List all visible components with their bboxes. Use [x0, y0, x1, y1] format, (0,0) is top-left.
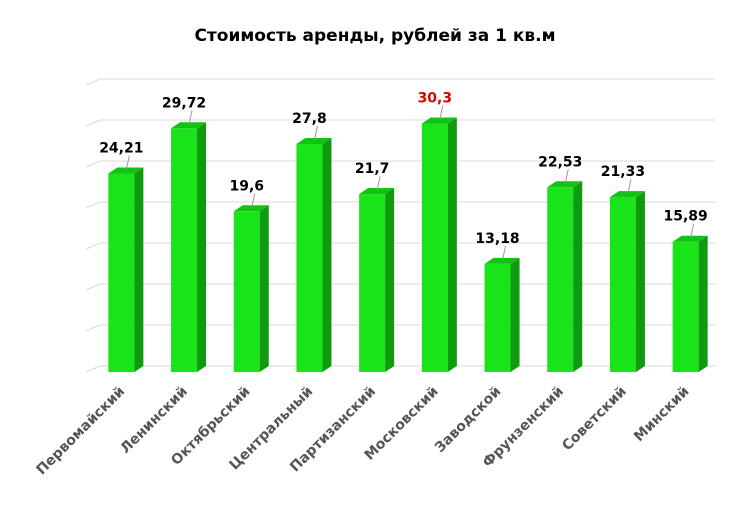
- bar-top: [484, 257, 520, 264]
- bar-top: [547, 181, 583, 188]
- grid-line: [85, 283, 101, 291]
- bar-top: [421, 117, 457, 124]
- bars: [108, 117, 708, 373]
- data-labels: 24,21 29,72 19,6 27,8 21,7 30,3 13,18 22,53 21,3…: [99, 91, 708, 261]
- bar-front: [233, 211, 260, 372]
- grid-line: [85, 119, 101, 127]
- grid-line: [85, 324, 101, 332]
- bar-top: [609, 191, 645, 198]
- bar-2: [171, 122, 207, 373]
- bar-top: [108, 167, 144, 174]
- bar-top: [171, 122, 207, 129]
- bar-5: [359, 188, 395, 372]
- bar-side: [698, 235, 708, 372]
- grid-line: [85, 201, 101, 209]
- data-label: 21,33: [601, 164, 645, 180]
- label-leader-line: [690, 223, 695, 238]
- data-label: 30,3: [418, 91, 453, 107]
- bar-10: [672, 235, 708, 372]
- bar-front: [484, 263, 511, 372]
- data-label: 13,18: [475, 231, 519, 247]
- x-tick-label: Первомайский: [34, 384, 129, 479]
- bar-front: [609, 197, 636, 372]
- grid-line: [85, 160, 101, 168]
- grid-line: [85, 242, 101, 250]
- data-label: 29,72: [162, 95, 206, 111]
- bar-front: [296, 144, 323, 372]
- data-label: 24,21: [99, 140, 143, 156]
- label-leader-line: [627, 178, 632, 194]
- bar-side: [259, 205, 269, 372]
- bar-3: [233, 205, 269, 372]
- bar-front: [171, 128, 198, 372]
- bar-1: [108, 167, 144, 372]
- label-leader-line: [125, 155, 130, 170]
- bar-9: [609, 191, 645, 372]
- bar-7: [484, 257, 520, 372]
- label-leader-line: [502, 245, 507, 261]
- bar-4: [296, 138, 332, 372]
- bar-8: [547, 181, 583, 372]
- bar-front: [547, 187, 574, 372]
- x-tick-label: Советский: [559, 384, 630, 455]
- x-tick-label: Минский: [631, 384, 692, 445]
- data-label: 21,7: [355, 161, 390, 177]
- bar-front: [108, 173, 135, 372]
- bar-front: [672, 241, 699, 372]
- label-leader-line: [376, 175, 381, 191]
- data-label: 19,6: [229, 178, 264, 194]
- bar-side: [447, 117, 457, 372]
- data-label: 22,53: [538, 154, 582, 170]
- grid-line: [85, 78, 101, 86]
- bar-front: [359, 194, 386, 372]
- bar-side: [635, 191, 645, 372]
- bar-top: [233, 205, 269, 212]
- grid-line: [85, 365, 101, 373]
- label-leader-line: [564, 169, 569, 184]
- bar-6: [421, 117, 457, 372]
- data-label: 15,89: [664, 209, 708, 225]
- label-leader-line: [313, 125, 318, 141]
- bar-side: [510, 257, 520, 372]
- label-leader-line: [188, 110, 193, 125]
- x-tick-labels: ПервомайскийЛенинскийОктябрьскийЦентраль…: [34, 384, 693, 479]
- chart-title: Стоимость аренды, рублей за 1 кв.м: [194, 26, 556, 46]
- bar-side: [385, 188, 395, 372]
- label-leader-line: [251, 193, 256, 208]
- bar-side: [134, 167, 144, 372]
- bar-side: [573, 181, 583, 372]
- bar-side: [197, 122, 207, 373]
- bar-top: [296, 138, 332, 145]
- bar-top: [359, 188, 395, 195]
- data-label: 27,8: [292, 111, 327, 127]
- label-leader-line: [439, 105, 444, 120]
- bar-top: [672, 235, 708, 242]
- bar-front: [421, 123, 448, 372]
- bar-side: [322, 138, 332, 372]
